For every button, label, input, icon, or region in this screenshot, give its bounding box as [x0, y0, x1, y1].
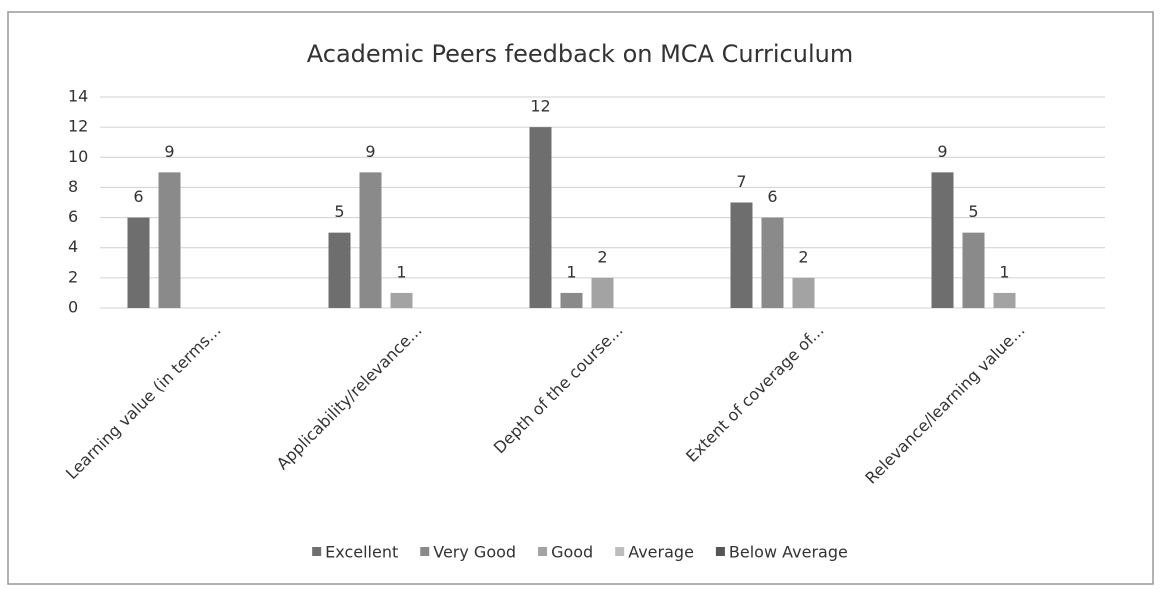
bar: [730, 202, 753, 308]
bar: [529, 127, 552, 309]
legend-swatch: [312, 547, 322, 556]
data-label: 1: [999, 262, 1009, 281]
data-label: 9: [365, 142, 375, 161]
data-label: 2: [798, 247, 808, 266]
data-label: 2: [597, 247, 607, 266]
bar: [931, 172, 954, 308]
bar: [591, 277, 614, 308]
bar: [962, 232, 985, 308]
data-label: 1: [396, 262, 406, 281]
bar: [993, 292, 1016, 308]
legend-swatch: [420, 547, 430, 556]
legend-swatch: [615, 547, 625, 556]
y-tick-label: 4: [68, 237, 78, 256]
bar: [158, 172, 181, 308]
data-label: 6: [133, 187, 143, 206]
bar: [792, 277, 815, 308]
data-label: 12: [530, 97, 550, 116]
data-label: 9: [937, 142, 947, 161]
y-tick-label: 12: [68, 117, 88, 136]
y-tick-label: 2: [68, 267, 78, 286]
bar: [359, 172, 382, 308]
bar: [560, 292, 583, 308]
data-label: 6: [767, 187, 777, 206]
legend-label: Very Good: [433, 543, 516, 562]
y-tick-label: 10: [68, 147, 88, 166]
y-tick-label: 8: [68, 177, 78, 196]
bar: [328, 232, 351, 308]
data-label: 5: [334, 202, 344, 221]
y-tick-label: 6: [68, 207, 78, 226]
legend-label: Good: [551, 543, 593, 562]
y-tick-label: 14: [68, 87, 88, 106]
bar: [390, 292, 413, 308]
data-label: 7: [736, 172, 746, 191]
chart-title: Academic Peers feedback on MCA Curriculu…: [307, 40, 853, 68]
bar: [127, 217, 150, 308]
data-label: 1: [566, 262, 576, 281]
data-label: 5: [968, 202, 978, 221]
legend-label: Excellent: [325, 543, 398, 562]
bar: [761, 217, 784, 308]
data-label: 9: [164, 142, 174, 161]
legend-swatch: [538, 547, 548, 556]
legend-swatch: [715, 547, 725, 556]
y-tick-label: 0: [68, 298, 78, 317]
legend-label: Average: [628, 543, 694, 562]
legend-label: Below Average: [729, 543, 848, 562]
